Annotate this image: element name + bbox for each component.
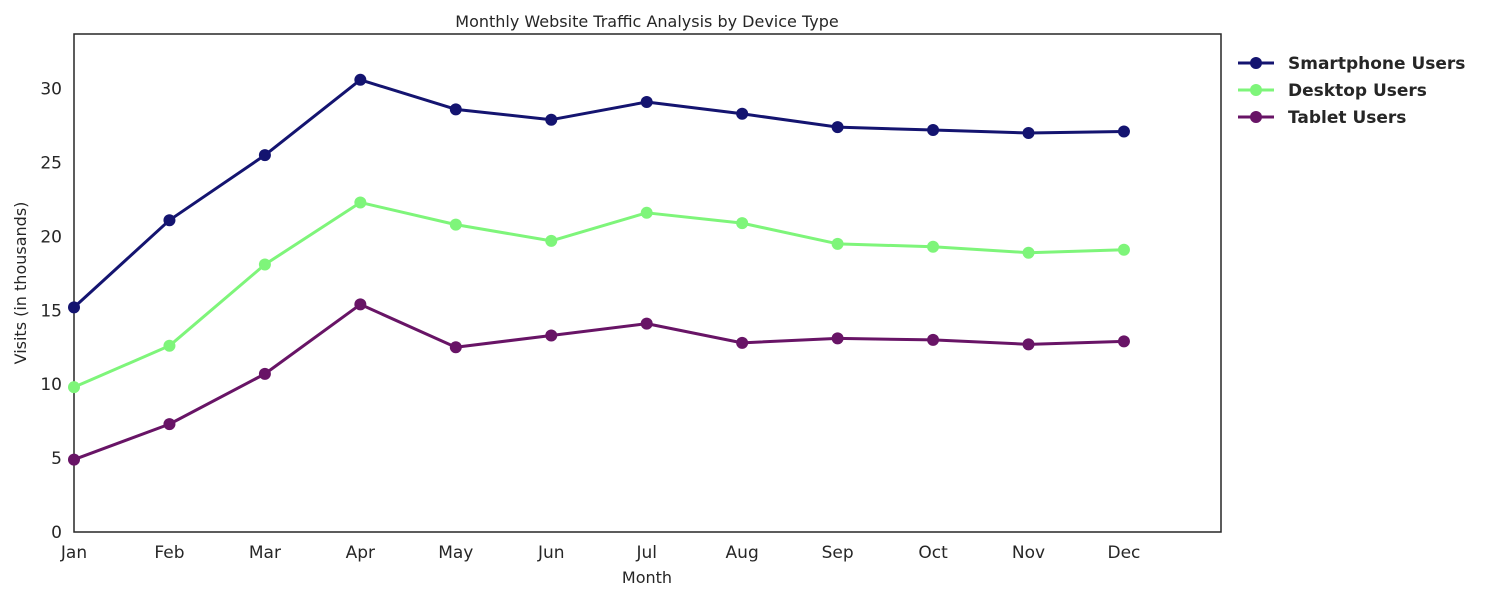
data-point <box>354 298 367 311</box>
x-tick-label: Jun <box>537 543 565 563</box>
data-point <box>258 367 271 380</box>
data-point <box>1117 125 1130 138</box>
data-point <box>258 149 271 162</box>
x-tick-label: Jan <box>60 543 87 563</box>
y-tick-label: 25 <box>40 154 62 174</box>
data-point <box>736 107 749 120</box>
data-point <box>831 121 844 134</box>
data-point <box>545 234 558 247</box>
series-0 <box>68 73 1130 314</box>
legend-item: Smartphone Users <box>1238 54 1465 74</box>
x-tick-label: Aug <box>726 543 759 563</box>
legend: Smartphone Users Desktop Users Tablet User… <box>1238 54 1465 128</box>
y-tick-label: 30 <box>40 80 62 100</box>
legend-marker <box>1250 57 1262 69</box>
chart-title: Monthly Website Traffic Analysis by Devi… <box>455 12 838 31</box>
data-point <box>163 339 176 352</box>
data-point <box>545 113 558 126</box>
x-tick-label: May <box>438 543 473 563</box>
legend-marker <box>1250 84 1262 96</box>
data-point <box>449 341 462 354</box>
series-1 <box>68 196 1130 394</box>
data-point <box>640 317 653 330</box>
data-point <box>68 301 80 314</box>
x-tick-label: Oct <box>918 543 948 563</box>
legend-item: Tablet Users <box>1238 108 1406 128</box>
data-point <box>1117 243 1130 256</box>
data-point <box>545 329 558 342</box>
data-point <box>640 95 653 108</box>
x-axis: Jan Feb Mar Apr May Jun Jul Aug Sep Oct Nov Dec <box>60 543 1141 563</box>
y-tick-label: 5 <box>51 449 62 469</box>
data-point <box>831 237 844 250</box>
data-point <box>449 103 462 116</box>
data-point <box>1117 335 1130 348</box>
series-line <box>72 200 1126 389</box>
y-axis: 0 5 10 15 20 25 30 <box>40 80 62 543</box>
legend-label: Tablet Users <box>1288 108 1406 128</box>
data-point <box>449 218 462 231</box>
y-tick-label: 20 <box>40 227 62 247</box>
data-point <box>258 258 271 271</box>
data-point <box>1022 338 1035 351</box>
series-2 <box>68 298 1130 466</box>
data-point <box>68 381 80 394</box>
y-tick-label: 15 <box>40 301 62 321</box>
data-point <box>354 196 367 209</box>
legend-label: Desktop Users <box>1288 81 1427 101</box>
data-point <box>1022 246 1035 259</box>
x-tick-label: Dec <box>1107 543 1140 563</box>
data-point <box>640 206 653 219</box>
data-point <box>736 217 749 230</box>
x-tick-label: Feb <box>154 543 184 563</box>
data-point <box>736 336 749 349</box>
y-tick-label: 0 <box>51 523 62 543</box>
data-point <box>354 73 367 86</box>
data-point <box>163 418 176 431</box>
plot-area <box>73 33 1222 533</box>
y-axis-label: Visits (in thousands) <box>11 202 30 365</box>
data-point <box>163 214 176 227</box>
x-tick-label: Apr <box>346 543 375 563</box>
legend-marker <box>1250 111 1262 123</box>
series-line <box>72 78 1126 309</box>
x-tick-label: Jul <box>635 543 657 563</box>
data-point <box>927 333 940 346</box>
data-point <box>831 332 844 345</box>
x-tick-label: Nov <box>1012 543 1045 563</box>
x-tick-label: Sep <box>822 543 854 563</box>
x-tick-label: Mar <box>249 543 281 563</box>
series-layer <box>68 73 1130 466</box>
data-point <box>927 240 940 253</box>
y-tick-label: 10 <box>40 375 62 395</box>
data-point <box>68 453 80 466</box>
legend-item: Desktop Users <box>1238 81 1427 101</box>
legend-label: Smartphone Users <box>1288 54 1465 74</box>
data-point <box>927 124 940 137</box>
x-axis-label: Month <box>622 568 672 587</box>
data-point <box>1022 127 1035 140</box>
series-line <box>72 302 1126 462</box>
